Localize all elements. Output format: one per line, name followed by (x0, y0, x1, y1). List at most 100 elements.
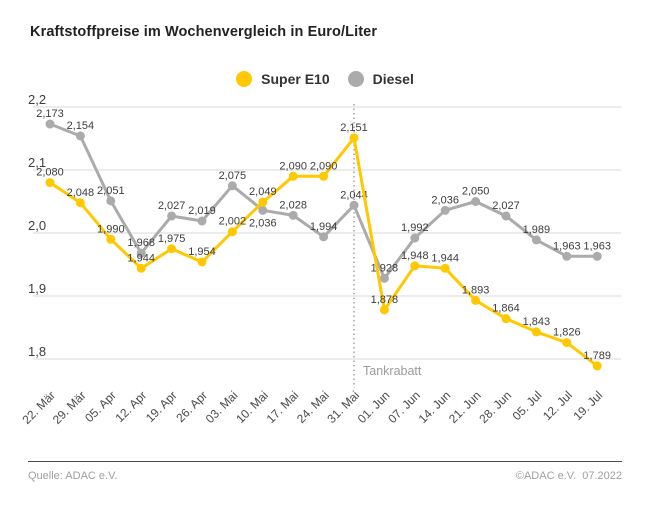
data-point-label-diesel: 1,992 (401, 222, 429, 234)
x-axis-label: 24. Mai (294, 388, 332, 426)
data-point-super-e10 (531, 327, 541, 337)
x-axis-label: 19. Jul (570, 388, 605, 423)
data-point-label-diesel: 2,027 (158, 200, 186, 212)
legend-label-super-e10: Super E10 (261, 71, 330, 87)
x-axis-label: 05. Jul (510, 388, 545, 423)
data-point-diesel (592, 251, 602, 261)
data-point-diesel (531, 235, 541, 245)
data-point-diesel (379, 273, 389, 283)
x-axis-label: 28. Jun (476, 388, 514, 426)
data-point-super-e10 (45, 178, 55, 188)
x-axis-label: 03. Mai (203, 388, 241, 426)
x-axis-label: 21. Jun (446, 388, 484, 426)
x-axis-label: 10. Mai (233, 388, 271, 426)
x-axis-label: 22. Mär (19, 388, 58, 427)
super-e10-dot-icon (236, 71, 253, 87)
data-point-super-e10 (167, 244, 177, 254)
data-point-label-diesel: 2,044 (340, 189, 368, 201)
data-point-diesel (167, 211, 177, 221)
data-point-label-diesel: 2,050 (462, 186, 490, 198)
data-point-label-diesel: 1,968 (127, 237, 155, 249)
x-axis-label: 12. Jul (540, 388, 575, 423)
y-axis-label: 2,1 (28, 155, 46, 170)
legend-item-super-e10: Super E10 (236, 71, 330, 87)
data-point-label-super-e10: 2,049 (249, 186, 277, 198)
tankrabatt-label: Tankrabatt (363, 364, 422, 378)
x-axis-label: 17. Mai (264, 388, 302, 426)
copyright-label: ©ADAC e.V. 07.2022 (515, 470, 622, 482)
data-point-super-e10 (410, 261, 420, 271)
data-point-super-e10 (258, 197, 268, 207)
data-point-diesel (562, 251, 572, 261)
data-point-label-diesel: 2,075 (219, 170, 247, 182)
data-point-super-e10 (136, 263, 146, 273)
data-point-label-diesel: 2,028 (279, 199, 307, 211)
data-point-label-super-e10: 1,878 (371, 294, 399, 306)
data-point-label-diesel: 2,027 (492, 200, 520, 212)
data-point-diesel (45, 119, 55, 129)
x-axis-label: 07. Jun (385, 388, 423, 426)
x-axis-label: 19. Apr (143, 388, 180, 425)
x-axis-label: 12. Apr (113, 388, 150, 425)
data-point-super-e10 (471, 295, 481, 305)
data-point-diesel (471, 197, 481, 206)
y-axis-label: 2,0 (28, 218, 46, 233)
legend-item-diesel: Diesel (347, 71, 414, 87)
data-point-label-super-e10: 1,864 (492, 303, 520, 315)
data-point-diesel (349, 200, 359, 210)
data-point-label-super-e10: 1,826 (553, 327, 581, 339)
data-point-label-diesel: 1,963 (553, 240, 581, 252)
data-point-super-e10 (319, 171, 329, 181)
data-point-label-diesel: 2,154 (67, 120, 95, 132)
x-axis-label: 31. Mai (324, 388, 362, 426)
data-point-label-super-e10: 2,090 (310, 160, 338, 172)
data-point-diesel (258, 205, 268, 215)
data-point-label-diesel: 2,019 (188, 205, 216, 217)
data-point-super-e10 (288, 171, 298, 181)
data-point-super-e10 (379, 305, 389, 315)
data-point-label-super-e10: 1,954 (188, 246, 216, 258)
data-point-super-e10 (592, 361, 602, 371)
data-point-label-super-e10: 2,090 (279, 160, 307, 172)
data-point-super-e10 (227, 227, 237, 237)
data-point-diesel (197, 216, 207, 226)
data-point-label-super-e10: 2,048 (67, 187, 95, 199)
data-point-super-e10 (75, 198, 85, 208)
data-point-label-diesel: 2,051 (97, 185, 125, 197)
data-point-label-diesel: 1,963 (583, 240, 611, 252)
data-point-label-super-e10: 2,002 (219, 216, 247, 228)
data-point-diesel (227, 181, 237, 191)
legend: Super E10 Diesel (0, 71, 650, 87)
x-axis-label: 29. Mär (50, 388, 89, 427)
data-point-label-super-e10: 1,789 (583, 350, 611, 362)
data-point-super-e10 (349, 133, 359, 143)
legend-label-diesel: Diesel (372, 71, 414, 87)
data-point-super-e10 (501, 314, 511, 324)
data-point-label-super-e10: 1,944 (127, 252, 155, 264)
data-point-label-super-e10: 1,944 (431, 252, 459, 264)
diesel-dot-icon (347, 71, 364, 87)
data-point-diesel (288, 210, 298, 220)
data-point-label-super-e10: 1,990 (97, 223, 125, 235)
data-point-label-super-e10: 1,893 (462, 284, 490, 296)
source-label: Quelle: ADAC e.V. (28, 470, 118, 482)
data-point-label-diesel: 1,928 (371, 262, 399, 274)
data-point-diesel (440, 205, 450, 215)
x-axis-label: 05. Apr (82, 388, 119, 425)
data-point-diesel (410, 233, 420, 243)
x-axis-label: 01. Jun (355, 388, 393, 426)
y-axis-label: 1,9 (28, 281, 46, 296)
footer-divider (28, 461, 622, 462)
data-point-super-e10 (562, 338, 572, 348)
x-axis-label: 26. Apr (173, 388, 210, 425)
data-point-label-super-e10: 1,975 (158, 233, 186, 245)
data-point-label-diesel: 2,173 (36, 108, 64, 120)
data-point-label-super-e10: 1,843 (523, 316, 551, 328)
data-point-label-super-e10: 1,948 (401, 250, 429, 262)
data-point-label-diesel: 1,989 (523, 224, 551, 236)
data-point-label-diesel: 2,036 (249, 217, 277, 229)
data-point-super-e10 (440, 263, 450, 273)
data-point-label-diesel: 1,994 (310, 221, 338, 233)
y-axis-label: 1,8 (28, 344, 46, 359)
